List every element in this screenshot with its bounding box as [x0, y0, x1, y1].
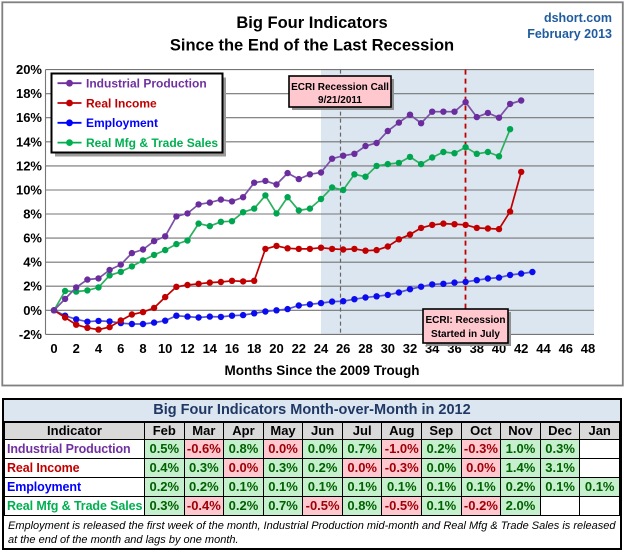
svg-text:February 2013: February 2013 [527, 27, 612, 41]
svg-text:46: 46 [559, 341, 573, 356]
svg-text:Industrial Production: Industrial Production [86, 77, 207, 91]
svg-text:9/21/2011: 9/21/2011 [318, 95, 362, 106]
svg-text:0: 0 [50, 341, 57, 356]
svg-text:10%: 10% [16, 183, 42, 198]
svg-text:2: 2 [73, 341, 80, 356]
svg-text:18%: 18% [16, 86, 42, 101]
svg-text:16%: 16% [16, 110, 42, 125]
svg-text:Real Mfg & Trade Sales: Real Mfg & Trade Sales [86, 136, 218, 150]
svg-text:28: 28 [358, 341, 372, 356]
svg-text:20%: 20% [16, 62, 42, 77]
svg-text:ECRI: Recession: ECRI: Recession [425, 315, 505, 326]
svg-text:dshort.com: dshort.com [544, 11, 612, 25]
svg-text:2%: 2% [23, 279, 42, 294]
svg-text:14%: 14% [16, 134, 42, 149]
svg-text:18: 18 [247, 341, 261, 356]
svg-text:4%: 4% [23, 255, 42, 270]
svg-text:Big Four Indicators: Big Four Indicators [236, 14, 387, 32]
svg-text:0%: 0% [23, 303, 42, 318]
svg-text:10: 10 [158, 341, 172, 356]
svg-text:ECRI Recession Call: ECRI Recession Call [291, 82, 389, 93]
svg-text:12%: 12% [16, 158, 42, 173]
svg-text:8%: 8% [23, 207, 42, 222]
svg-text:Months Since the 2009 Trough: Months Since the 2009 Trough [224, 363, 419, 378]
svg-text:Started in July: Started in July [431, 329, 500, 340]
svg-text:42: 42 [514, 341, 528, 356]
svg-text:22: 22 [292, 341, 306, 356]
svg-text:30: 30 [381, 341, 395, 356]
svg-text:26: 26 [336, 341, 350, 356]
svg-text:24: 24 [314, 341, 329, 356]
svg-text:6%: 6% [23, 231, 42, 246]
svg-text:48: 48 [581, 341, 595, 356]
svg-text:16: 16 [225, 341, 239, 356]
svg-text:Real Income: Real Income [86, 96, 157, 110]
svg-text:4: 4 [95, 341, 103, 356]
svg-text:Employment: Employment [86, 116, 158, 130]
svg-text:32: 32 [403, 341, 417, 356]
svg-text:20: 20 [269, 341, 283, 356]
svg-text:44: 44 [536, 341, 551, 356]
svg-text:14: 14 [203, 341, 218, 356]
svg-text:Since the End of the Last Rece: Since the End of the Last Recession [170, 37, 454, 55]
svg-text:12: 12 [180, 341, 194, 356]
svg-text:6: 6 [117, 341, 124, 356]
svg-text:-2%: -2% [19, 327, 43, 342]
svg-text:8: 8 [139, 341, 146, 356]
